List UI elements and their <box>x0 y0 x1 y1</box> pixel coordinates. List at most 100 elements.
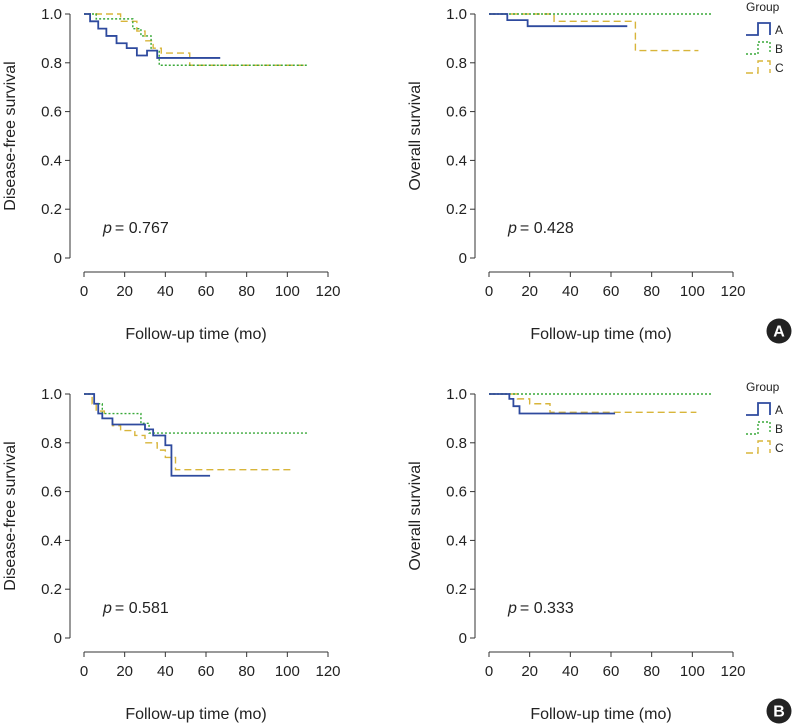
panel-badge-circle <box>766 318 792 344</box>
x-tick-label: 80 <box>643 283 660 300</box>
x-tick-label: 20 <box>521 283 538 300</box>
legend-title: Group <box>746 0 780 14</box>
y-tick-label: 0.4 <box>41 152 62 169</box>
y-tick-label: 1.0 <box>41 386 62 403</box>
x-tick-label: 120 <box>720 663 745 680</box>
y-tick-label: 0.6 <box>41 104 62 121</box>
y-axis-label: Overall survival <box>407 81 424 190</box>
panel-badge-circle <box>766 698 792 724</box>
series-c-curve <box>84 13 308 66</box>
x-tick-label: 40 <box>157 283 174 300</box>
series-a-curve <box>489 393 616 415</box>
p-value-prefix: p <box>507 220 517 237</box>
y-tick-label: 0.2 <box>41 201 62 218</box>
y-tick-label: 0 <box>459 250 467 267</box>
p-value-prefix: p <box>102 600 112 617</box>
x-tick-label: 80 <box>643 663 660 680</box>
p-value-annotation: p = 0.428 <box>507 220 574 237</box>
y-tick-label: 0.8 <box>446 435 467 452</box>
legend-entry: C <box>775 441 784 455</box>
series-c-curve <box>489 13 699 52</box>
x-tick-label: 120 <box>315 283 340 300</box>
y-axis-label: Disease-free survival <box>2 441 19 590</box>
legend-swatch-b <box>746 41 771 55</box>
legend: Group ABC <box>746 0 784 75</box>
legend-entry: C <box>775 61 784 75</box>
panel-badge-b: B <box>766 698 792 724</box>
series-a-curve <box>84 13 221 59</box>
y-tick-label: 0 <box>459 630 467 647</box>
series-a-curve <box>84 393 211 477</box>
panel-badge-label: B <box>773 704 785 721</box>
y-tick-label: 0.8 <box>41 435 62 452</box>
y-tick-label: 0 <box>54 630 62 647</box>
x-tick-label: 20 <box>521 663 538 680</box>
x-tick-label: 80 <box>238 283 255 300</box>
x-tick-label: 0 <box>80 283 88 300</box>
x-axis-label: Follow-up time (mo) <box>125 326 266 343</box>
p-value-prefix: p <box>102 220 112 237</box>
x-tick-label: 60 <box>198 663 215 680</box>
y-tick-label: 0.2 <box>446 201 467 218</box>
legend: Group ABC <box>746 380 784 455</box>
legend-swatch-b <box>746 421 771 435</box>
x-axis-label: Follow-up time (mo) <box>125 706 266 723</box>
km-chart-1: 0 0.2 0.4 0.6 0.8 1.0 0 20 40 60 80 100 120 Follow-up… <box>2 6 341 343</box>
y-axis-label: Disease-free survival <box>2 61 19 210</box>
y-tick-label: 0.8 <box>41 55 62 72</box>
x-axis-label: Follow-up time (mo) <box>530 326 671 343</box>
x-tick-label: 120 <box>720 283 745 300</box>
x-tick-label: 0 <box>80 663 88 680</box>
legend-entry: A <box>775 403 783 417</box>
series-a-curve <box>489 13 628 28</box>
p-value-text: = 0.581 <box>115 600 169 617</box>
y-tick-label: 0.2 <box>41 581 62 598</box>
x-tick-label: 0 <box>485 663 493 680</box>
p-value-annotation: p = 0.581 <box>102 600 169 617</box>
legend-entry: B <box>775 422 783 436</box>
legend-entry: B <box>775 42 783 56</box>
x-tick-label: 100 <box>275 283 300 300</box>
x-tick-label: 40 <box>157 663 174 680</box>
y-tick-label: 0.6 <box>446 104 467 121</box>
x-tick-label: 0 <box>485 283 493 300</box>
y-tick-label: 0.4 <box>41 532 62 549</box>
y-tick-label: 1.0 <box>446 386 467 403</box>
x-tick-label: 100 <box>275 663 300 680</box>
x-tick-label: 60 <box>603 663 620 680</box>
p-value-annotation: p = 0.333 <box>507 600 574 617</box>
y-tick-label: 0.6 <box>446 484 467 501</box>
legend-swatch-a <box>746 22 771 36</box>
x-tick-label: 120 <box>315 663 340 680</box>
series-b-curve <box>84 13 308 66</box>
panel-badge-label: A <box>773 324 785 341</box>
legend-title: Group <box>746 380 780 394</box>
x-tick-label: 20 <box>116 283 133 300</box>
p-value-text: = 0.428 <box>520 220 574 237</box>
x-tick-label: 60 <box>603 283 620 300</box>
x-tick-label: 100 <box>680 283 705 300</box>
x-tick-label: 20 <box>116 663 133 680</box>
y-tick-label: 0 <box>54 250 62 267</box>
km-chart-4: 0 0.2 0.4 0.6 0.8 1.0 0 20 40 60 80 100 120 Follow-up… <box>407 380 784 723</box>
x-axis-label: Follow-up time (mo) <box>530 706 671 723</box>
x-tick-label: 40 <box>562 283 579 300</box>
x-tick-label: 100 <box>680 663 705 680</box>
y-tick-label: 0.2 <box>446 581 467 598</box>
y-tick-label: 0.4 <box>446 532 467 549</box>
y-tick-label: 0.6 <box>41 484 62 501</box>
p-value-text: = 0.767 <box>115 220 169 237</box>
x-tick-label: 80 <box>238 663 255 680</box>
y-tick-label: 0.8 <box>446 55 467 72</box>
y-tick-label: 1.0 <box>41 6 62 23</box>
legend-entry: A <box>775 23 783 37</box>
legend-swatch-c <box>746 60 771 74</box>
p-value-prefix: p <box>507 600 517 617</box>
km-chart-2: 0 0.2 0.4 0.6 0.8 1.0 0 20 40 60 80 100 120 Follow-up… <box>407 0 784 343</box>
y-tick-label: 1.0 <box>446 6 467 23</box>
x-tick-label: 60 <box>198 283 215 300</box>
y-tick-label: 0.4 <box>446 152 467 169</box>
series-c-curve <box>84 393 292 471</box>
series-b-curve <box>84 393 308 434</box>
